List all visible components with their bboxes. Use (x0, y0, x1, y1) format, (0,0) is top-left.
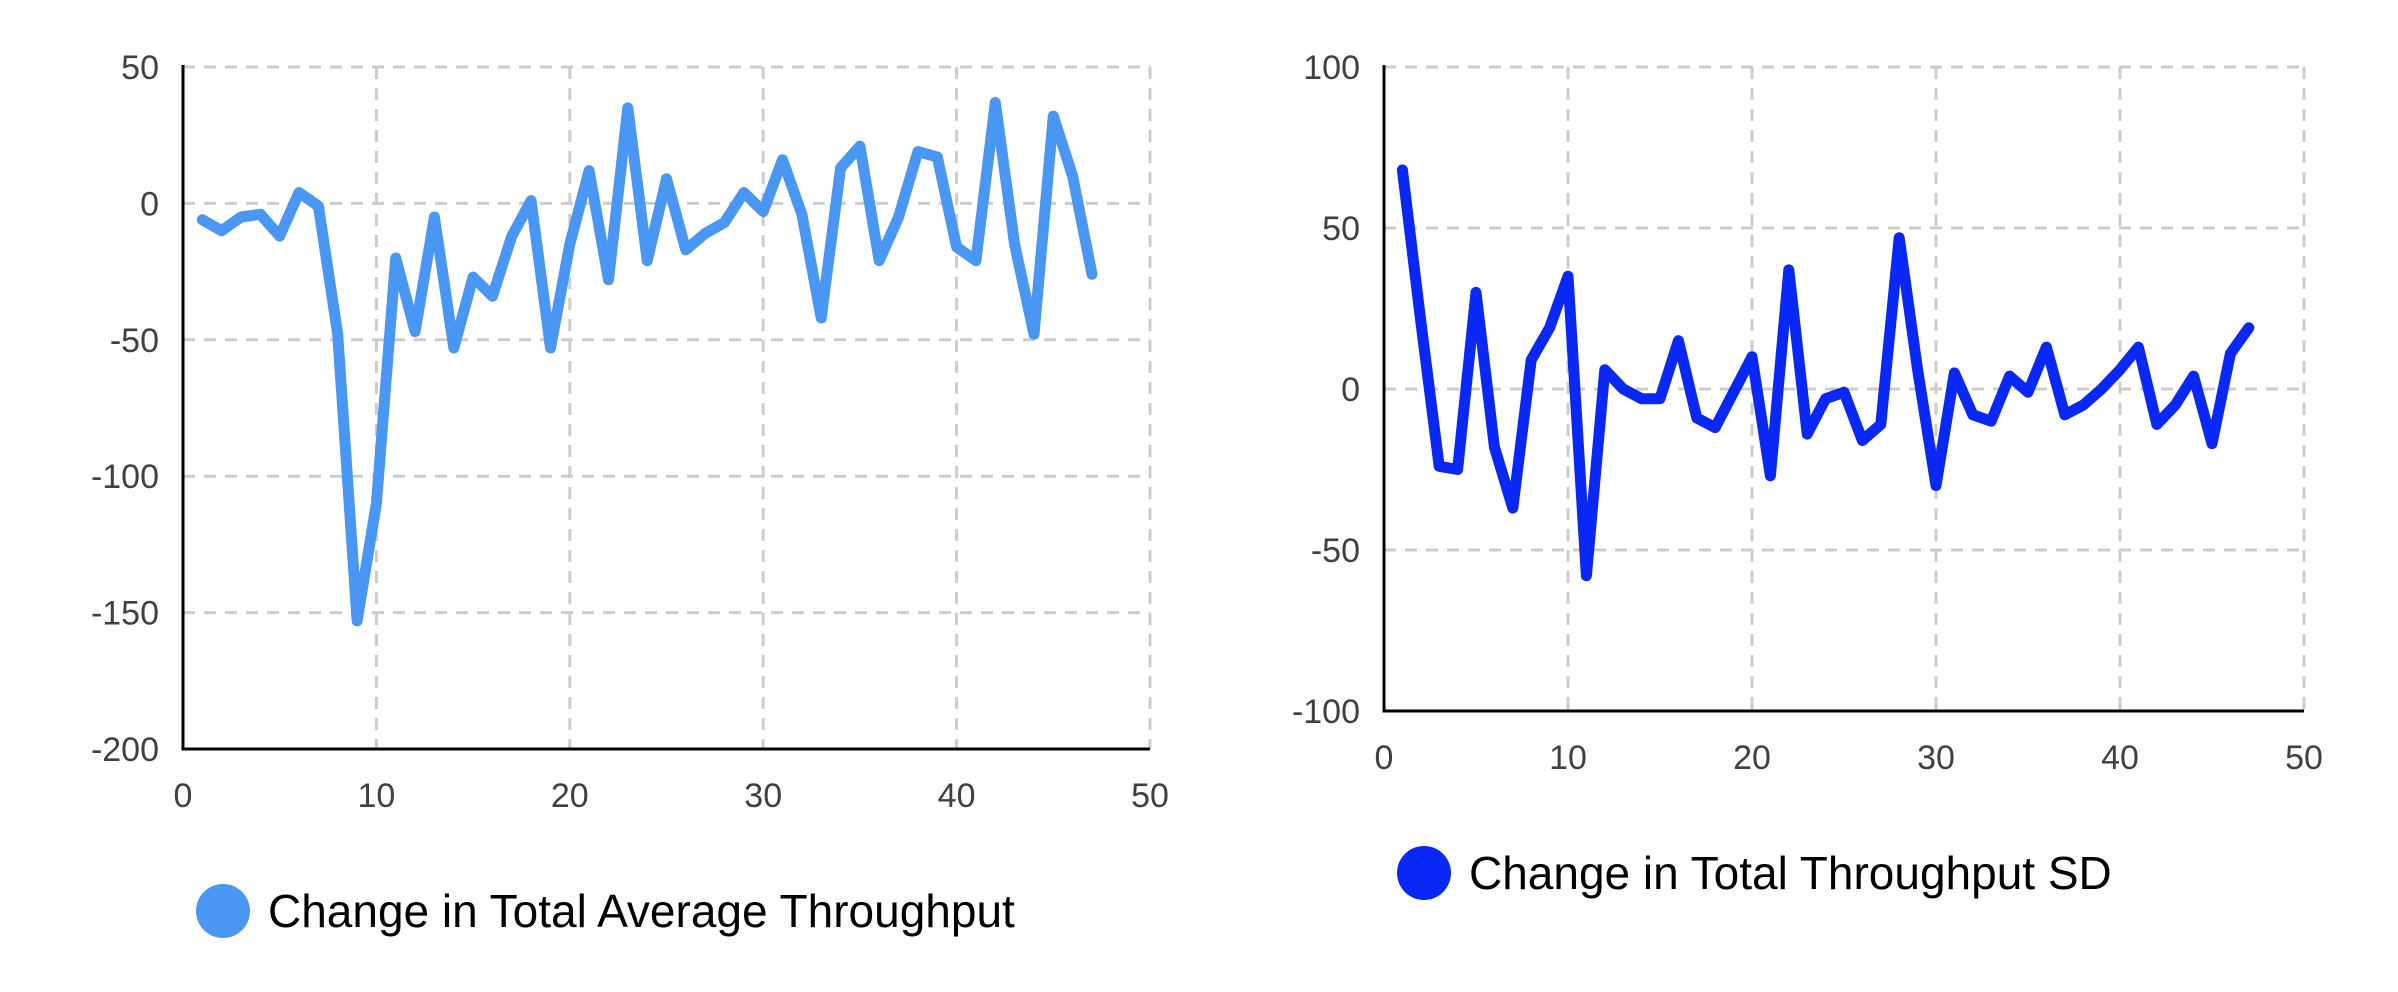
y-tick-label: 0 (1341, 371, 1360, 409)
chart-axes (181, 65, 1150, 751)
y-tick-label: -50 (1311, 532, 1360, 570)
x-tick-label: 10 (357, 777, 395, 815)
legend-marker (1397, 846, 1451, 900)
x-tick-label: 50 (2285, 739, 2323, 777)
average-throughput-chart: 0 10 20 30 40 50 50 0 -50 -100 -150 -200 Change in … (91, 49, 1169, 938)
y-tick-label: -100 (91, 458, 159, 496)
chart-axes (1382, 65, 2304, 713)
legend-label: Change in Total Average Throughput (268, 885, 1015, 937)
x-tick-label: 40 (2101, 739, 2139, 777)
series-line (1396, 164, 2255, 582)
x-tick-label: 0 (1375, 739, 1394, 777)
x-tick-label: 30 (1917, 739, 1955, 777)
y-tick-label: -150 (91, 595, 159, 633)
y-tick-label: 50 (121, 49, 159, 87)
chart-grid (183, 65, 1152, 749)
x-tick-label: 20 (1733, 739, 1771, 777)
chart-series (1396, 164, 2255, 582)
legend-marker (196, 884, 250, 938)
x-tick-label: 30 (744, 777, 782, 815)
x-tick-label: 20 (551, 777, 589, 815)
y-tick-label: -200 (91, 731, 159, 769)
y-tick-label: -100 (1292, 693, 1360, 731)
legend-label: Change in Total Throughput SD (1469, 847, 2112, 899)
chart-tick-labels: 0 10 20 30 40 50 50 0 -50 -100 -150 -200 (91, 49, 1169, 815)
chart-legend[interactable]: Change in Total Throughput SD (1397, 846, 2112, 900)
chart-tick-labels: 0 10 20 30 40 50 100 50 0 -50 -100 (1292, 49, 2323, 777)
x-tick-label: 10 (1549, 739, 1587, 777)
chart-series (196, 97, 1098, 627)
x-tick-label: 0 (174, 777, 193, 815)
x-tick-label: 50 (1131, 777, 1169, 815)
chart-legend[interactable]: Change in Total Average Throughput (196, 884, 1015, 938)
y-tick-label: 0 (140, 185, 159, 223)
y-tick-label: 50 (1322, 210, 1360, 248)
y-tick-label: -50 (110, 322, 159, 360)
series-line (196, 97, 1098, 627)
x-tick-label: 40 (938, 777, 976, 815)
y-tick-label: 100 (1303, 49, 1360, 87)
throughput-sd-chart: 0 10 20 30 40 50 100 50 0 -50 -100 Change in Total… (1292, 49, 2323, 900)
